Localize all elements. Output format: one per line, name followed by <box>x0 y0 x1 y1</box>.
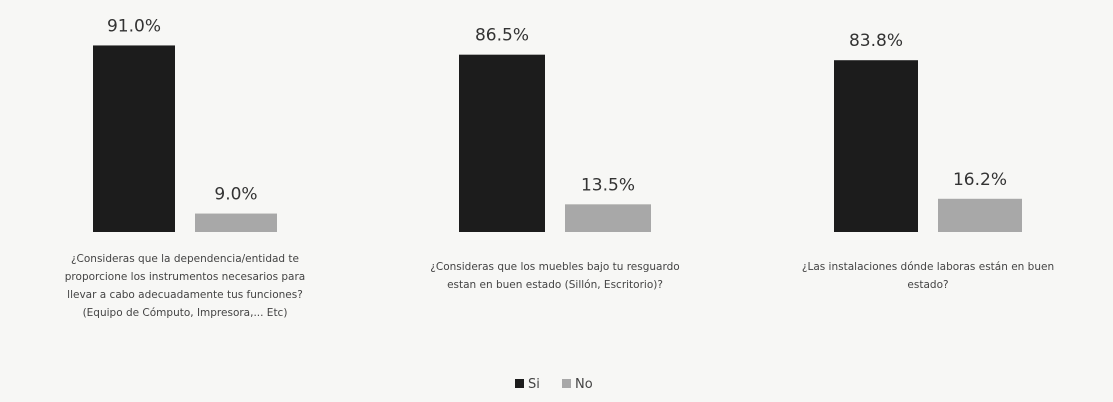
data-label-si-2: 86.5% <box>475 26 529 46</box>
legend-label-no: No <box>575 377 593 392</box>
category-label-3-line-2: estado? <box>907 279 948 291</box>
bar-si-3 <box>834 60 918 233</box>
data-label-no-2: 13.5% <box>581 175 635 195</box>
data-label-no-3: 16.2% <box>953 170 1007 190</box>
category-label-1-line-4: (Equipo de Cómputo, Impresora,... Etc) <box>83 307 288 319</box>
bar-no-3 <box>938 198 1022 232</box>
legend-swatch-no <box>562 379 571 388</box>
bar-si-2 <box>459 54 545 232</box>
data-label-no-1: 9.0% <box>214 185 257 205</box>
category-label-2-line-2: estan en buen estado (Sillón, Escritorio… <box>447 279 663 291</box>
category-label-3-line-1: ¿Las instalaciones dónde laboras están e… <box>802 261 1054 273</box>
category-label-2-line-1: ¿Consideras que los muebles bajo tu resg… <box>430 261 679 273</box>
category-label-1-line-1: ¿Consideras que la dependencia/entidad t… <box>71 253 299 265</box>
data-label-si-1: 91.0% <box>107 16 161 36</box>
category-label-1-line-2: proporcione los instrumentos necesarios … <box>65 271 305 283</box>
bar-no-1 <box>195 213 277 232</box>
data-label-si-3: 83.8% <box>849 31 903 51</box>
category-label-1-line-3: llevar a cabo adecuadamente tus funcione… <box>67 289 303 301</box>
legend-label-si: Si <box>528 377 540 392</box>
legend-swatch-si <box>515 379 524 388</box>
bar-no-2 <box>565 204 651 232</box>
bar-si-1 <box>93 45 175 233</box>
